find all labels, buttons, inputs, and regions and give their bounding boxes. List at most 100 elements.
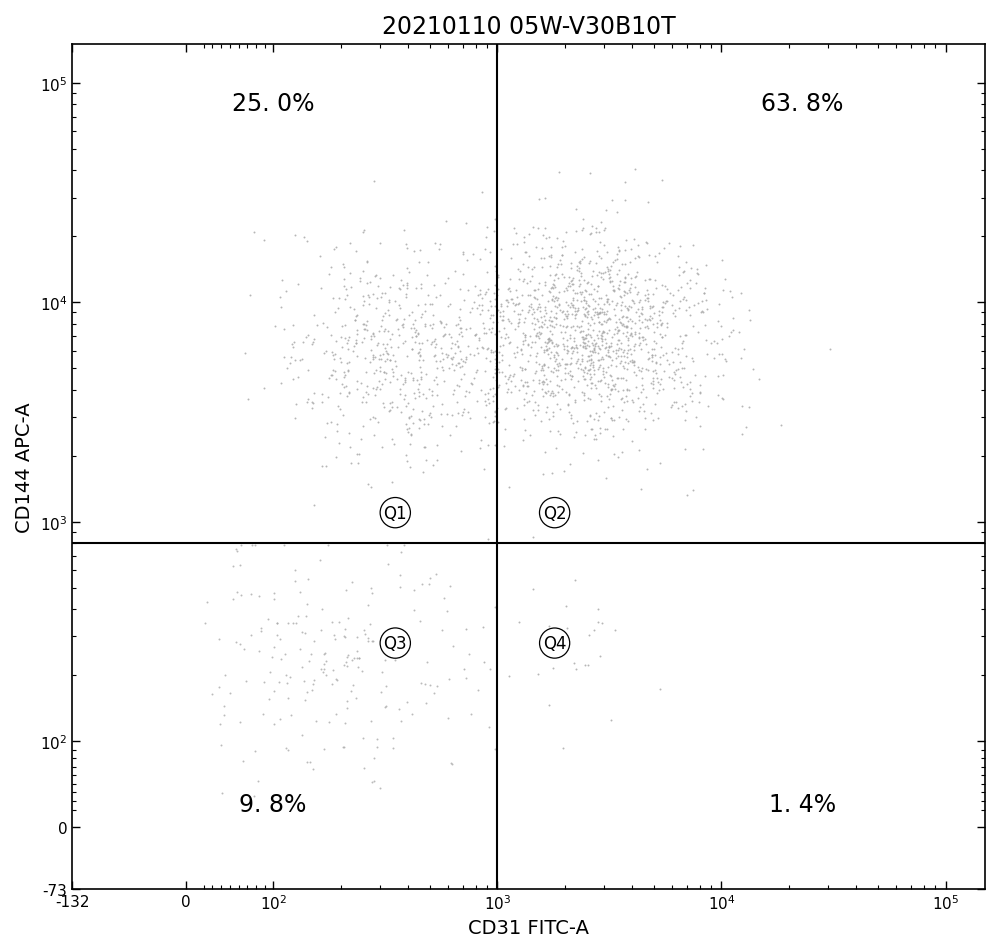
Point [488, 356, 504, 371]
Point [604, 193, 620, 208]
Point [591, 315, 607, 330]
Point [554, 248, 570, 264]
Point [303, 646, 319, 662]
Point [620, 356, 636, 371]
Point [336, 380, 352, 395]
Point [677, 397, 693, 412]
Point [692, 386, 708, 401]
Point [583, 227, 599, 242]
Point [551, 165, 567, 180]
Point [414, 577, 430, 592]
Point [614, 318, 630, 333]
Point [434, 623, 450, 638]
Point [628, 269, 644, 285]
Point [645, 364, 661, 379]
Point [403, 427, 419, 443]
Point [379, 337, 395, 352]
Point [627, 280, 643, 295]
Point [562, 330, 578, 346]
Point [487, 299, 503, 314]
Point [501, 668, 517, 684]
Point [575, 339, 591, 354]
Point [389, 312, 405, 327]
Point [504, 292, 520, 307]
Point [469, 394, 485, 409]
Point [337, 629, 353, 645]
Point [567, 323, 583, 338]
Point [525, 582, 541, 597]
Point [360, 598, 376, 613]
Point [554, 240, 570, 255]
Point [563, 320, 579, 335]
Point [604, 274, 620, 289]
Point [501, 370, 517, 386]
Point [342, 300, 358, 315]
Point [500, 295, 516, 310]
Point [693, 305, 709, 320]
Point [672, 329, 688, 345]
Point [503, 316, 519, 331]
Point [608, 315, 624, 330]
Point [499, 299, 515, 314]
Point [517, 363, 533, 378]
Point [564, 368, 580, 384]
Point [341, 329, 357, 345]
Point [541, 411, 557, 426]
Point [541, 332, 557, 347]
Point [652, 456, 668, 471]
Point [588, 226, 604, 241]
Point [678, 404, 694, 419]
Point [610, 343, 626, 358]
Point [628, 368, 644, 384]
Point [596, 369, 612, 385]
Point [653, 318, 669, 333]
Point [399, 241, 415, 256]
Point [580, 349, 596, 365]
Point [538, 339, 554, 354]
Point [397, 373, 413, 388]
Point [522, 347, 538, 363]
Point [682, 389, 698, 405]
Point [611, 263, 627, 278]
Point [455, 354, 471, 369]
Point [574, 353, 590, 368]
Point [557, 366, 573, 381]
Point [536, 346, 552, 361]
Point [431, 242, 447, 257]
Point [502, 335, 518, 350]
Point [516, 398, 532, 413]
Point [582, 367, 598, 382]
Point [321, 268, 337, 283]
Point [519, 395, 535, 410]
Point [413, 282, 429, 297]
Point [552, 318, 568, 333]
Point [376, 324, 392, 339]
Point [576, 336, 592, 351]
Point [525, 403, 541, 418]
Point [498, 327, 514, 342]
Point [381, 293, 397, 308]
Point [462, 411, 478, 426]
Point [562, 457, 578, 472]
Point [528, 240, 544, 255]
Point [607, 377, 623, 392]
Point [562, 300, 578, 315]
Point [587, 301, 603, 316]
Point [613, 391, 629, 407]
Point [573, 319, 589, 334]
Point [458, 350, 474, 366]
Point [305, 677, 321, 692]
Point [630, 249, 646, 265]
Point [422, 571, 438, 586]
Point [679, 487, 695, 503]
Point [410, 346, 426, 361]
Point [411, 411, 427, 426]
Point [286, 334, 302, 349]
Point [606, 283, 622, 298]
Point [618, 412, 634, 427]
Point [615, 371, 631, 387]
Point [421, 577, 437, 592]
Point [332, 402, 348, 417]
Point [525, 372, 541, 387]
Point [487, 291, 503, 307]
